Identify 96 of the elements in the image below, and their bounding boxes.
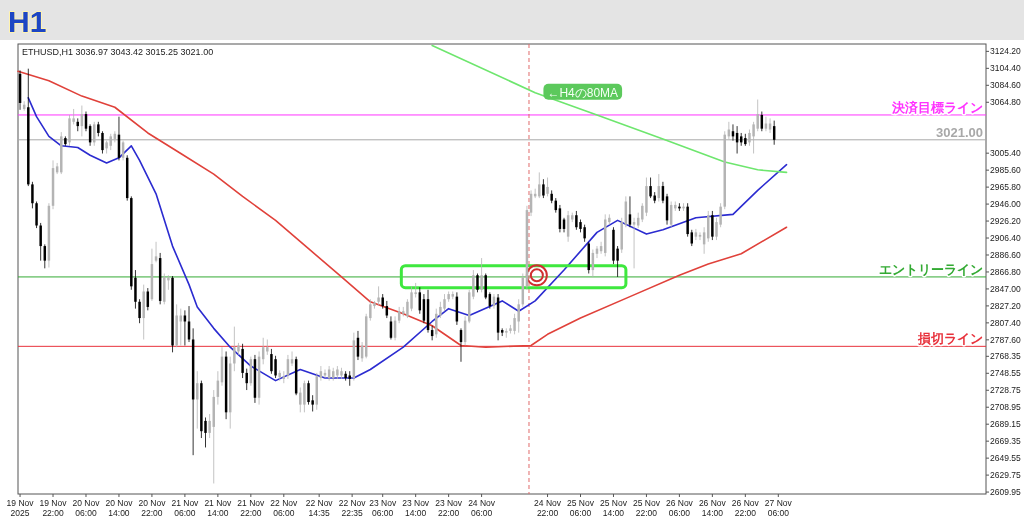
candlestick [233, 326, 236, 372]
y-tick-label: 2787.60 [990, 334, 1021, 345]
y-tick-label: 2768.35 [990, 351, 1021, 362]
line-series [431, 44, 788, 174]
candlestick [542, 178, 545, 199]
x-tick-label: 25 Nov 22:00 [632, 498, 661, 518]
candlestick [517, 298, 520, 334]
x-tick-label: 23 Nov 06:00 [369, 498, 397, 518]
x-tick-label: 21 Nov 06:00 [171, 498, 200, 518]
ref-line-label: 3021.00 [936, 124, 983, 140]
candlestick [694, 228, 698, 241]
candlestick [270, 348, 273, 375]
y-tick-label: 3124.20 [990, 46, 1021, 57]
candlestick [538, 171, 541, 199]
x-tick-label: 19 Nov 22:00 [39, 498, 68, 518]
candlestick [484, 273, 487, 300]
line-series [27, 97, 788, 382]
candlestick [369, 298, 372, 322]
candlestick [480, 257, 483, 293]
ref-line-label: エントリーライン [879, 261, 983, 277]
candlestick [138, 298, 141, 324]
candlestick [35, 201, 38, 229]
candlestick [377, 285, 380, 306]
y-tick-label: 2926.20 [990, 216, 1021, 227]
y-tick-label: 2827.20 [990, 300, 1021, 311]
annotation: ←H4の80MA [547, 85, 619, 100]
x-tick-label: 20 Nov 06:00 [72, 498, 101, 518]
y-tick-label: 2748.55 [990, 368, 1021, 379]
candlestick [632, 217, 636, 269]
candlestick [31, 181, 34, 209]
chart-title: H1 [8, 5, 47, 38]
x-tick-label: 19 Nov 2025 [6, 498, 35, 518]
y-tick-label: 2629.75 [990, 470, 1021, 481]
candlestick [39, 222, 42, 262]
candlestick [307, 380, 310, 406]
y-tick-label: 2609.95 [990, 487, 1021, 498]
x-tick-label: 24 Nov 06:00 [468, 498, 496, 518]
candlestick [476, 273, 479, 293]
chart-subtitle: ETHUSD,H1 3036.97 3043.42 3015.25 3021.00 [22, 47, 214, 57]
candlestick [282, 370, 286, 384]
x-tick-label: 26 Nov 06:00 [665, 498, 694, 518]
candlestick [274, 355, 277, 379]
candlestick [241, 343, 244, 379]
y-tick-label: 3005.40 [990, 148, 1021, 159]
y-tick-label: 2669.35 [990, 436, 1021, 447]
candlestick [472, 269, 475, 300]
y-tick-label: 2965.80 [990, 182, 1021, 193]
y-tick-label: 3104.40 [990, 63, 1021, 74]
x-tick-label: 25 Nov 06:00 [567, 498, 595, 518]
x-tick-label: 20 Nov 14:00 [105, 498, 134, 518]
y-tick-label: 2866.80 [990, 266, 1021, 277]
x-tick-label: 26 Nov 22:00 [731, 498, 760, 518]
y-tick-label: 2649.55 [990, 453, 1021, 464]
y-tick-label: 2728.75 [990, 385, 1021, 396]
y-tick-label: 2985.60 [990, 165, 1021, 176]
line-series [17, 70, 788, 348]
x-tick-label: 25 Nov 14:00 [600, 498, 628, 518]
x-tick-label: 22 Nov 06:00 [270, 498, 299, 518]
x-tick-label: 21 Nov 22:00 [237, 498, 266, 518]
y-tick-label: 2807.40 [990, 317, 1021, 328]
y-tick-label: 2847.00 [990, 283, 1021, 294]
candlestick [303, 380, 306, 413]
ref-line-label: 決済目標ライン [891, 99, 983, 115]
candlestick [101, 130, 104, 154]
candlestick [649, 177, 652, 199]
candlestick [435, 308, 438, 339]
y-tick-label: 2689.15 [990, 419, 1021, 430]
candlestick [756, 99, 759, 132]
candlestick [154, 241, 158, 263]
x-tick-label: 22 Nov 14:35 [305, 498, 334, 518]
y-tick-label: 3064.80 [990, 97, 1021, 108]
y-tick-label: 2946.00 [990, 199, 1021, 210]
candlestick [348, 370, 351, 387]
ref-line-label: 損切ライン [917, 331, 983, 347]
candlestick [410, 285, 413, 312]
y-tick-label: 3084.60 [990, 80, 1021, 91]
x-tick-label: 23 Nov 14:00 [402, 498, 430, 518]
x-tick-label: 26 Nov 14:00 [698, 498, 727, 518]
candlestick [505, 327, 508, 339]
candlestick [245, 368, 248, 391]
y-tick-label: 2708.95 [990, 402, 1021, 413]
candlestick [299, 387, 302, 413]
candlestick [575, 210, 578, 231]
x-tick-label: 27 Nov 06:00 [764, 498, 793, 518]
candlestick [208, 413, 211, 439]
x-tick-label: 22 Nov 22:35 [338, 498, 367, 518]
x-tick-label: 20 Nov 22:00 [138, 498, 167, 518]
x-tick-label: 24 Nov 22:00 [534, 498, 562, 518]
x-tick-label: 23 Nov 22:00 [435, 498, 463, 518]
x-tick-label: 21 Nov 14:00 [204, 498, 233, 518]
candlestick [711, 210, 714, 241]
candlestick [698, 231, 702, 241]
y-tick-label: 2886.60 [990, 249, 1021, 260]
y-tick-label: 2906.40 [990, 233, 1021, 244]
candlestick [546, 177, 549, 197]
candlestick [266, 339, 269, 356]
